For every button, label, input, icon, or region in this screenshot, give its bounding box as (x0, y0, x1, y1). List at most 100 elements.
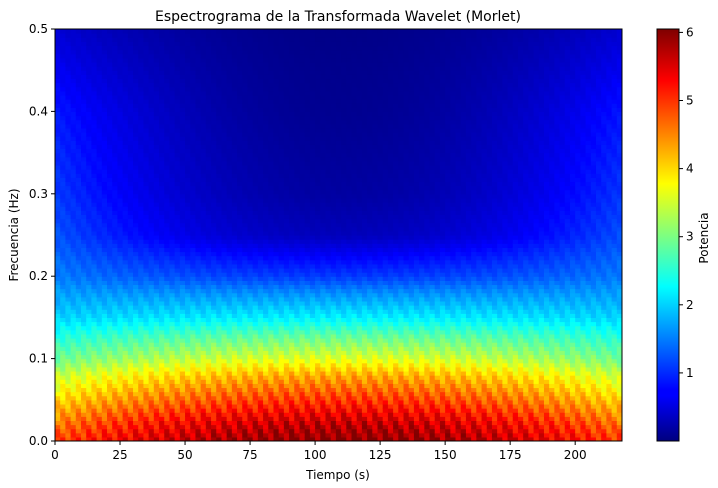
heatmap-cell (153, 214, 160, 220)
heatmap-cell (86, 144, 93, 150)
heatmap-cell (242, 37, 249, 42)
heatmap-cell (200, 226, 207, 232)
heatmap-cell (174, 119, 181, 125)
heatmap-cell (70, 399, 77, 405)
heatmap-cell (200, 181, 207, 187)
heatmap-cell (273, 424, 280, 430)
heatmap-cell (195, 214, 202, 220)
heatmap-cell (86, 119, 93, 125)
heatmap-cell (221, 280, 228, 286)
heatmap-cell (200, 119, 207, 125)
heatmap-cell (226, 189, 233, 195)
heatmap-cell (231, 243, 238, 248)
heatmap-cell (91, 164, 98, 170)
heatmap-cell (190, 342, 197, 347)
heatmap-cell (55, 300, 61, 306)
heatmap-cell (283, 424, 290, 430)
heatmap-cell (65, 226, 72, 232)
heatmap-cell (242, 276, 249, 281)
heatmap-cell (122, 214, 129, 220)
heatmap-cell (237, 267, 243, 273)
heatmap-cell (205, 45, 212, 51)
heatmap-cell (148, 321, 155, 327)
heatmap-cell (257, 395, 264, 401)
heatmap-cell (231, 403, 238, 409)
heatmap-cell (257, 259, 264, 265)
heatmap-cell (122, 127, 129, 133)
heatmap-cell (185, 342, 191, 347)
heatmap-cell (122, 160, 129, 166)
heatmap-cell (263, 399, 269, 405)
heatmap-cell (169, 267, 176, 273)
heatmap-cell (195, 148, 202, 154)
heatmap-cell (299, 164, 306, 170)
heatmap-cell (211, 288, 217, 294)
heatmap-cell (221, 78, 228, 84)
heatmap-cell (216, 189, 223, 195)
heatmap-cell (231, 247, 238, 253)
heatmap-cell (138, 99, 145, 104)
heatmap-cell (138, 103, 145, 108)
heatmap-cell (179, 325, 186, 331)
heatmap-cell (164, 436, 171, 441)
heatmap-cell (164, 33, 171, 38)
heatmap-cell (164, 362, 171, 368)
heatmap-cell (190, 173, 197, 178)
heatmap-cell (185, 235, 191, 240)
heatmap-cell (112, 395, 119, 401)
heatmap-cell (299, 57, 306, 63)
heatmap-cell (268, 49, 275, 55)
heatmap-cell (294, 379, 301, 384)
heatmap-cell (153, 412, 160, 417)
heatmap-cell (148, 111, 155, 117)
heatmap-cell (200, 86, 207, 92)
heatmap-cell (263, 115, 269, 121)
heatmap-cell (174, 127, 181, 133)
heatmap-cell (65, 247, 72, 253)
heatmap-cell (231, 181, 238, 187)
heatmap-cell (107, 218, 113, 224)
heatmap-cell (294, 160, 301, 166)
heatmap-cell (242, 70, 249, 75)
heatmap-cell (299, 395, 306, 401)
heatmap-cell (273, 251, 280, 257)
heatmap-cell (185, 338, 191, 343)
heatmap-cell (289, 399, 295, 405)
heatmap-cell (91, 379, 98, 384)
heatmap-cell (309, 305, 316, 310)
heatmap-cell (268, 276, 275, 281)
heatmap-cell (117, 156, 124, 162)
heatmap-cell (122, 132, 129, 137)
heatmap-cell (122, 272, 129, 277)
heatmap-cell (205, 420, 212, 426)
heatmap-cell (107, 115, 113, 121)
heatmap-cell (169, 103, 176, 108)
heatmap-cell (55, 86, 61, 92)
heatmap-cell (112, 325, 119, 331)
heatmap-cell (153, 218, 160, 224)
heatmap-cell (164, 53, 171, 59)
heatmap-cell (179, 412, 186, 417)
heatmap-cell (237, 115, 243, 121)
heatmap-cell (268, 243, 275, 248)
heatmap-cell (221, 103, 228, 108)
heatmap-cell (127, 370, 134, 376)
heatmap-cell (112, 329, 119, 335)
heatmap-cell (211, 189, 217, 195)
heatmap-cell (221, 90, 228, 96)
heatmap-cell (294, 387, 301, 393)
heatmap-cell (164, 99, 171, 104)
heatmap-cell (237, 309, 243, 314)
heatmap-cell (247, 235, 254, 240)
heatmap-cell (304, 132, 311, 137)
heatmap-cell (304, 111, 311, 117)
heatmap-cell (91, 156, 98, 162)
heatmap-cell (112, 379, 119, 384)
heatmap-cell (148, 255, 155, 261)
heatmap-cell (86, 214, 93, 220)
heatmap-cell (211, 86, 217, 92)
heatmap-cell (153, 144, 160, 150)
heatmap-cell (86, 403, 93, 409)
heatmap-cell (148, 267, 155, 273)
heatmap-cell (268, 366, 275, 372)
